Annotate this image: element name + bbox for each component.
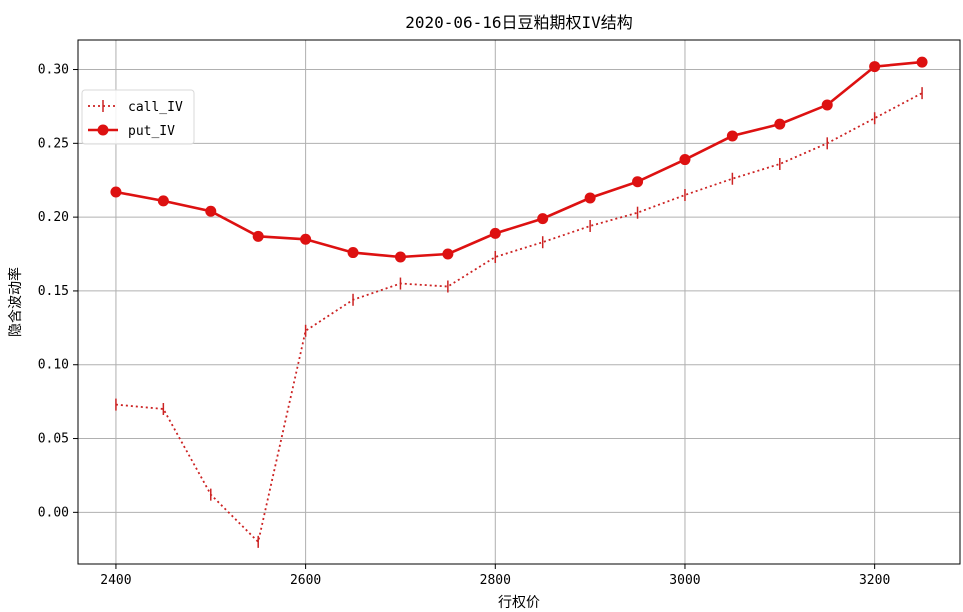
data-point-put_IV xyxy=(252,230,264,242)
data-point-put_IV xyxy=(489,227,501,239)
series-layer xyxy=(110,56,928,548)
y-axis-label: 隐含波动率 xyxy=(7,267,24,337)
legend-label-put_IV: put_IV xyxy=(128,124,175,139)
chart-title: 2020-06-16日豆粕期权IV结构 xyxy=(405,13,633,32)
legend: call_IV put_IV xyxy=(81,89,195,145)
data-point-put_IV xyxy=(205,205,217,217)
data-point-put_IV xyxy=(869,61,881,73)
grid-layer xyxy=(78,40,960,564)
data-point-put_IV xyxy=(537,213,549,225)
y-tick-label: 0.30 xyxy=(38,63,69,78)
data-point-put_IV xyxy=(442,248,454,260)
y-tick-label: 0.20 xyxy=(38,210,69,225)
data-point-put_IV xyxy=(821,99,833,111)
x-axis-label: 行权价 xyxy=(498,595,540,611)
data-point-put_IV xyxy=(300,233,312,245)
data-point-put_IV xyxy=(679,154,691,166)
y-tick-label: 0.25 xyxy=(38,136,69,151)
data-point-put_IV xyxy=(347,247,359,259)
data-point-put_IV xyxy=(394,251,406,263)
data-point-put_IV xyxy=(726,130,738,142)
data-point-put_IV xyxy=(632,176,644,188)
data-point-put_IV xyxy=(916,56,928,68)
y-tick-label: 0.05 xyxy=(38,432,69,447)
x-tick-label: 2800 xyxy=(480,573,511,588)
x-tick-label: 2400 xyxy=(100,573,131,588)
data-point-put_IV xyxy=(584,192,596,204)
x-tick-label: 2600 xyxy=(290,573,321,588)
data-point-put_IV xyxy=(774,118,786,130)
series-line-put_IV xyxy=(115,60,923,259)
legend-marker-put_IV xyxy=(97,124,109,136)
data-point-put_IV xyxy=(110,186,122,198)
y-tick-label: 0.10 xyxy=(38,358,69,373)
x-tick-label: 3000 xyxy=(669,573,700,588)
y-tick-label: 0.00 xyxy=(38,505,69,520)
legend-label-call_IV: call_IV xyxy=(128,100,183,115)
y-tick-label: 0.15 xyxy=(38,284,69,299)
plot-frame xyxy=(77,39,961,565)
x-tick-label: 3200 xyxy=(859,573,890,588)
axes-layer: 2400 2600 2800 3000 3200 0.00 0.05 0.10 0.15 0.20… xyxy=(38,39,961,588)
series-line-call_IV xyxy=(115,92,923,544)
data-point-put_IV xyxy=(157,195,169,207)
